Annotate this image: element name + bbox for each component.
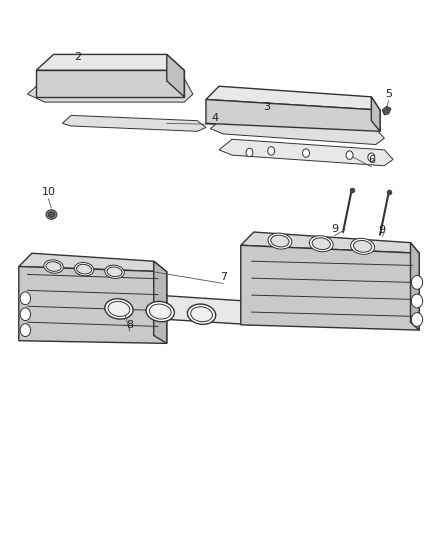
Ellipse shape: [271, 235, 289, 247]
Polygon shape: [410, 243, 419, 330]
Polygon shape: [206, 86, 380, 110]
Polygon shape: [219, 139, 393, 166]
Text: 3: 3: [263, 102, 270, 112]
Polygon shape: [241, 245, 419, 330]
Polygon shape: [71, 290, 262, 325]
Ellipse shape: [48, 212, 55, 217]
Circle shape: [411, 276, 423, 289]
Ellipse shape: [312, 238, 330, 249]
Circle shape: [268, 147, 275, 155]
Polygon shape: [241, 232, 419, 253]
Ellipse shape: [74, 262, 94, 276]
Polygon shape: [19, 253, 167, 272]
Text: 8: 8: [126, 320, 133, 330]
Polygon shape: [210, 118, 385, 144]
Text: 2: 2: [74, 52, 81, 62]
Polygon shape: [206, 100, 380, 131]
Polygon shape: [382, 107, 391, 115]
Text: 7: 7: [220, 272, 227, 282]
Ellipse shape: [191, 306, 212, 322]
Circle shape: [303, 149, 310, 157]
Ellipse shape: [77, 264, 92, 274]
Ellipse shape: [107, 267, 122, 277]
Polygon shape: [167, 54, 184, 97]
Text: 4: 4: [211, 113, 218, 123]
Circle shape: [20, 292, 31, 305]
Ellipse shape: [351, 238, 374, 254]
Polygon shape: [371, 97, 380, 131]
Text: 6: 6: [368, 156, 375, 165]
Ellipse shape: [187, 304, 215, 325]
Polygon shape: [28, 78, 193, 102]
Text: 5: 5: [385, 89, 392, 99]
Polygon shape: [36, 70, 184, 97]
Ellipse shape: [46, 210, 57, 219]
Ellipse shape: [146, 302, 174, 322]
Text: 9: 9: [331, 224, 338, 235]
Polygon shape: [62, 115, 206, 131]
Circle shape: [20, 308, 31, 320]
Ellipse shape: [309, 236, 333, 252]
Circle shape: [411, 294, 423, 308]
Text: 9: 9: [378, 225, 386, 236]
Ellipse shape: [105, 299, 133, 319]
Polygon shape: [36, 54, 184, 70]
Ellipse shape: [105, 265, 124, 278]
Circle shape: [246, 148, 253, 157]
Polygon shape: [154, 261, 167, 343]
Ellipse shape: [268, 233, 292, 249]
Polygon shape: [19, 266, 167, 343]
Ellipse shape: [44, 260, 64, 273]
Circle shape: [346, 151, 353, 159]
Ellipse shape: [353, 240, 372, 252]
Ellipse shape: [149, 304, 171, 319]
Circle shape: [411, 313, 423, 326]
Text: 10: 10: [42, 187, 55, 197]
Ellipse shape: [46, 262, 61, 271]
Circle shape: [368, 153, 375, 161]
Ellipse shape: [108, 302, 130, 317]
Circle shape: [20, 324, 31, 336]
